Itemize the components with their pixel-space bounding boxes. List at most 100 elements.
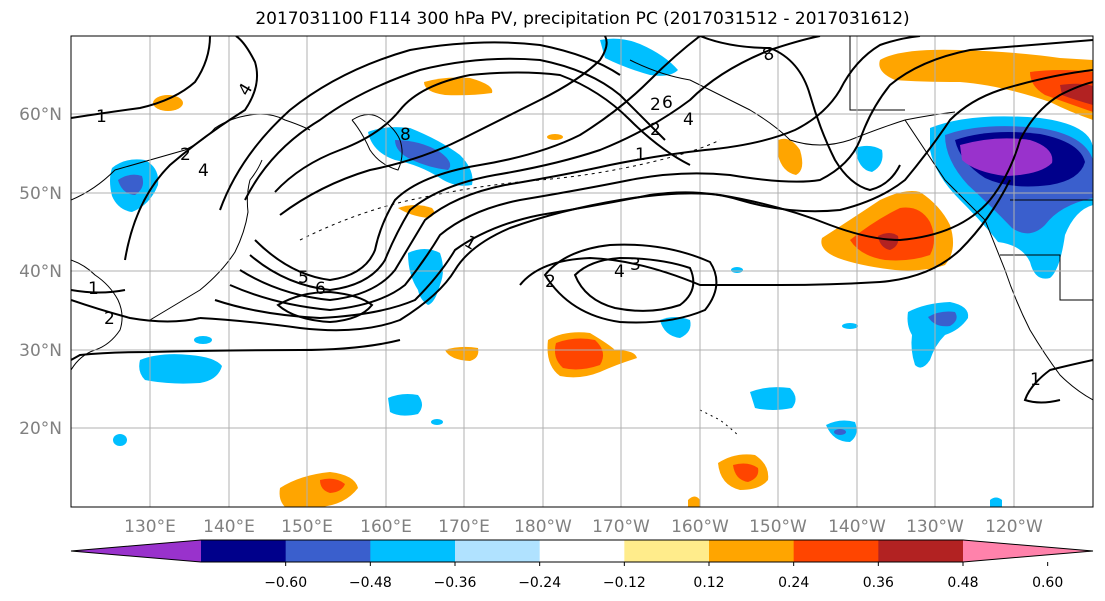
contour-label: 2 (545, 272, 556, 292)
lon-label: 170°E (438, 517, 490, 537)
colorbar-labels: −0.60 −0.48 −0.36 −0.24 −0.12 0.12 0.24 0.36 0.4… (264, 562, 1063, 591)
pv-contour (71, 339, 401, 361)
lat-label: 60°N (19, 105, 62, 125)
precip-negative-patch (113, 434, 127, 446)
pv-contour (124, 36, 258, 261)
lon-label: 130°W (906, 517, 964, 537)
colorbar-segment (370, 540, 456, 562)
colorbar-segment (793, 540, 879, 562)
pv-contour (219, 41, 621, 211)
precip-positive-patch (320, 478, 345, 493)
colorbar-segment (539, 540, 625, 562)
pv-contour (279, 36, 608, 216)
alaska-coastline (629, 59, 956, 146)
colorbar-tick-label: −0.24 (518, 575, 561, 591)
precip-negative-patch (750, 387, 796, 410)
lat-label: 30°N (19, 341, 62, 361)
colorbar-tick-label: 0.48 (947, 575, 978, 591)
precip-negative-patch (842, 323, 858, 329)
colorbar-tick-label: 0.12 (693, 575, 724, 591)
lon-label: 120°W (985, 517, 1043, 537)
precip-negative-patch (990, 497, 1002, 507)
precip-negative-patch (600, 38, 678, 76)
asia-coastline (71, 113, 311, 201)
contour-label: 1 (88, 279, 99, 299)
kamchatka-coastline (351, 114, 403, 171)
precip-negative-patch (139, 354, 222, 384)
colorbar-extend-min (71, 540, 201, 562)
contour-label: 6 (315, 279, 326, 299)
pv-contour (249, 36, 821, 292)
contour-label: 2 (104, 309, 115, 329)
precip-positive-patch (1060, 83, 1093, 105)
precip-negative-patch (118, 174, 144, 195)
pv-contour (573, 256, 695, 312)
na-border (1000, 254, 1093, 301)
precip-negative-patch (194, 336, 212, 344)
colorbar-tick-label: −0.60 (264, 575, 307, 591)
pv-contour (239, 36, 921, 302)
na-border (849, 36, 905, 111)
contour-label: 1 (1030, 370, 1041, 390)
pv-contour (229, 39, 1093, 312)
colorbar-segment (878, 540, 964, 562)
pv-contour (244, 57, 666, 201)
contour-label: 4 (198, 161, 209, 181)
colorbar-tick-label: 0.24 (778, 575, 809, 591)
colorbar (70, 539, 1094, 563)
na-coastline (904, 119, 1093, 401)
pv-contour (214, 69, 1093, 320)
hawaii (699, 409, 739, 436)
precip-negative-patch (855, 145, 883, 172)
contour-label: 6 (662, 93, 673, 113)
pv-contours (71, 36, 1093, 404)
pv-contour (1023, 359, 1093, 404)
contour-label: 2 (180, 145, 191, 165)
pv-contour (276, 290, 374, 324)
lon-label: 150°E (281, 517, 333, 537)
lon-label: 130°E (124, 517, 176, 537)
pv-contour (71, 36, 211, 119)
precip-positive-patch (547, 134, 563, 140)
precip-positive-patch (398, 205, 435, 218)
pv-contour (71, 299, 201, 323)
contour-label: 4 (683, 110, 694, 130)
lat-label: 50°N (19, 184, 62, 204)
lon-label: 160°E (360, 517, 412, 537)
colorbar-outline (70, 539, 1094, 563)
colorbar-extend-max (963, 540, 1093, 562)
colorbar-tick-label: −0.36 (434, 575, 477, 591)
lon-label: 150°W (749, 517, 807, 537)
colorbar-tick-label: −0.12 (603, 575, 646, 591)
lon-label: 180°W (514, 517, 572, 537)
japan-coastline (149, 159, 263, 321)
precip-positive-patch (878, 233, 899, 250)
map-title: 2017031100 F114 300 hPa PV, precipitatio… (255, 9, 910, 29)
precip-negative-patch (960, 138, 1053, 176)
precip-negative-patch (388, 394, 422, 416)
lat-label: 40°N (19, 262, 62, 282)
precip-negative-patch (660, 317, 691, 338)
lat-label: 20°N (19, 419, 62, 439)
colorbar-tick-label: −0.48 (349, 575, 392, 591)
colorbar-segment (201, 540, 287, 562)
lon-label: 140°E (203, 517, 255, 537)
contour-label: 8 (400, 125, 411, 145)
precip-negative-patch (834, 429, 846, 435)
contour-label: 1 (635, 145, 646, 165)
contour-label: 1 (96, 107, 107, 127)
contour-label: 3 (630, 255, 641, 275)
precip-positive-patch (778, 138, 803, 175)
pv-contour (699, 36, 901, 192)
pv-contour (274, 71, 691, 193)
contour-label: 4 (614, 262, 625, 282)
precip-negative-patch (731, 267, 743, 273)
colorbar-segment (624, 540, 710, 562)
precip-negative-patch (408, 249, 443, 305)
precip-negative-patch (431, 419, 443, 425)
colorbar-segment (285, 540, 371, 562)
lon-label: 140°W (828, 517, 886, 537)
colorbar-tick-label: 0.36 (863, 575, 894, 591)
colorbar-segment (709, 540, 795, 562)
